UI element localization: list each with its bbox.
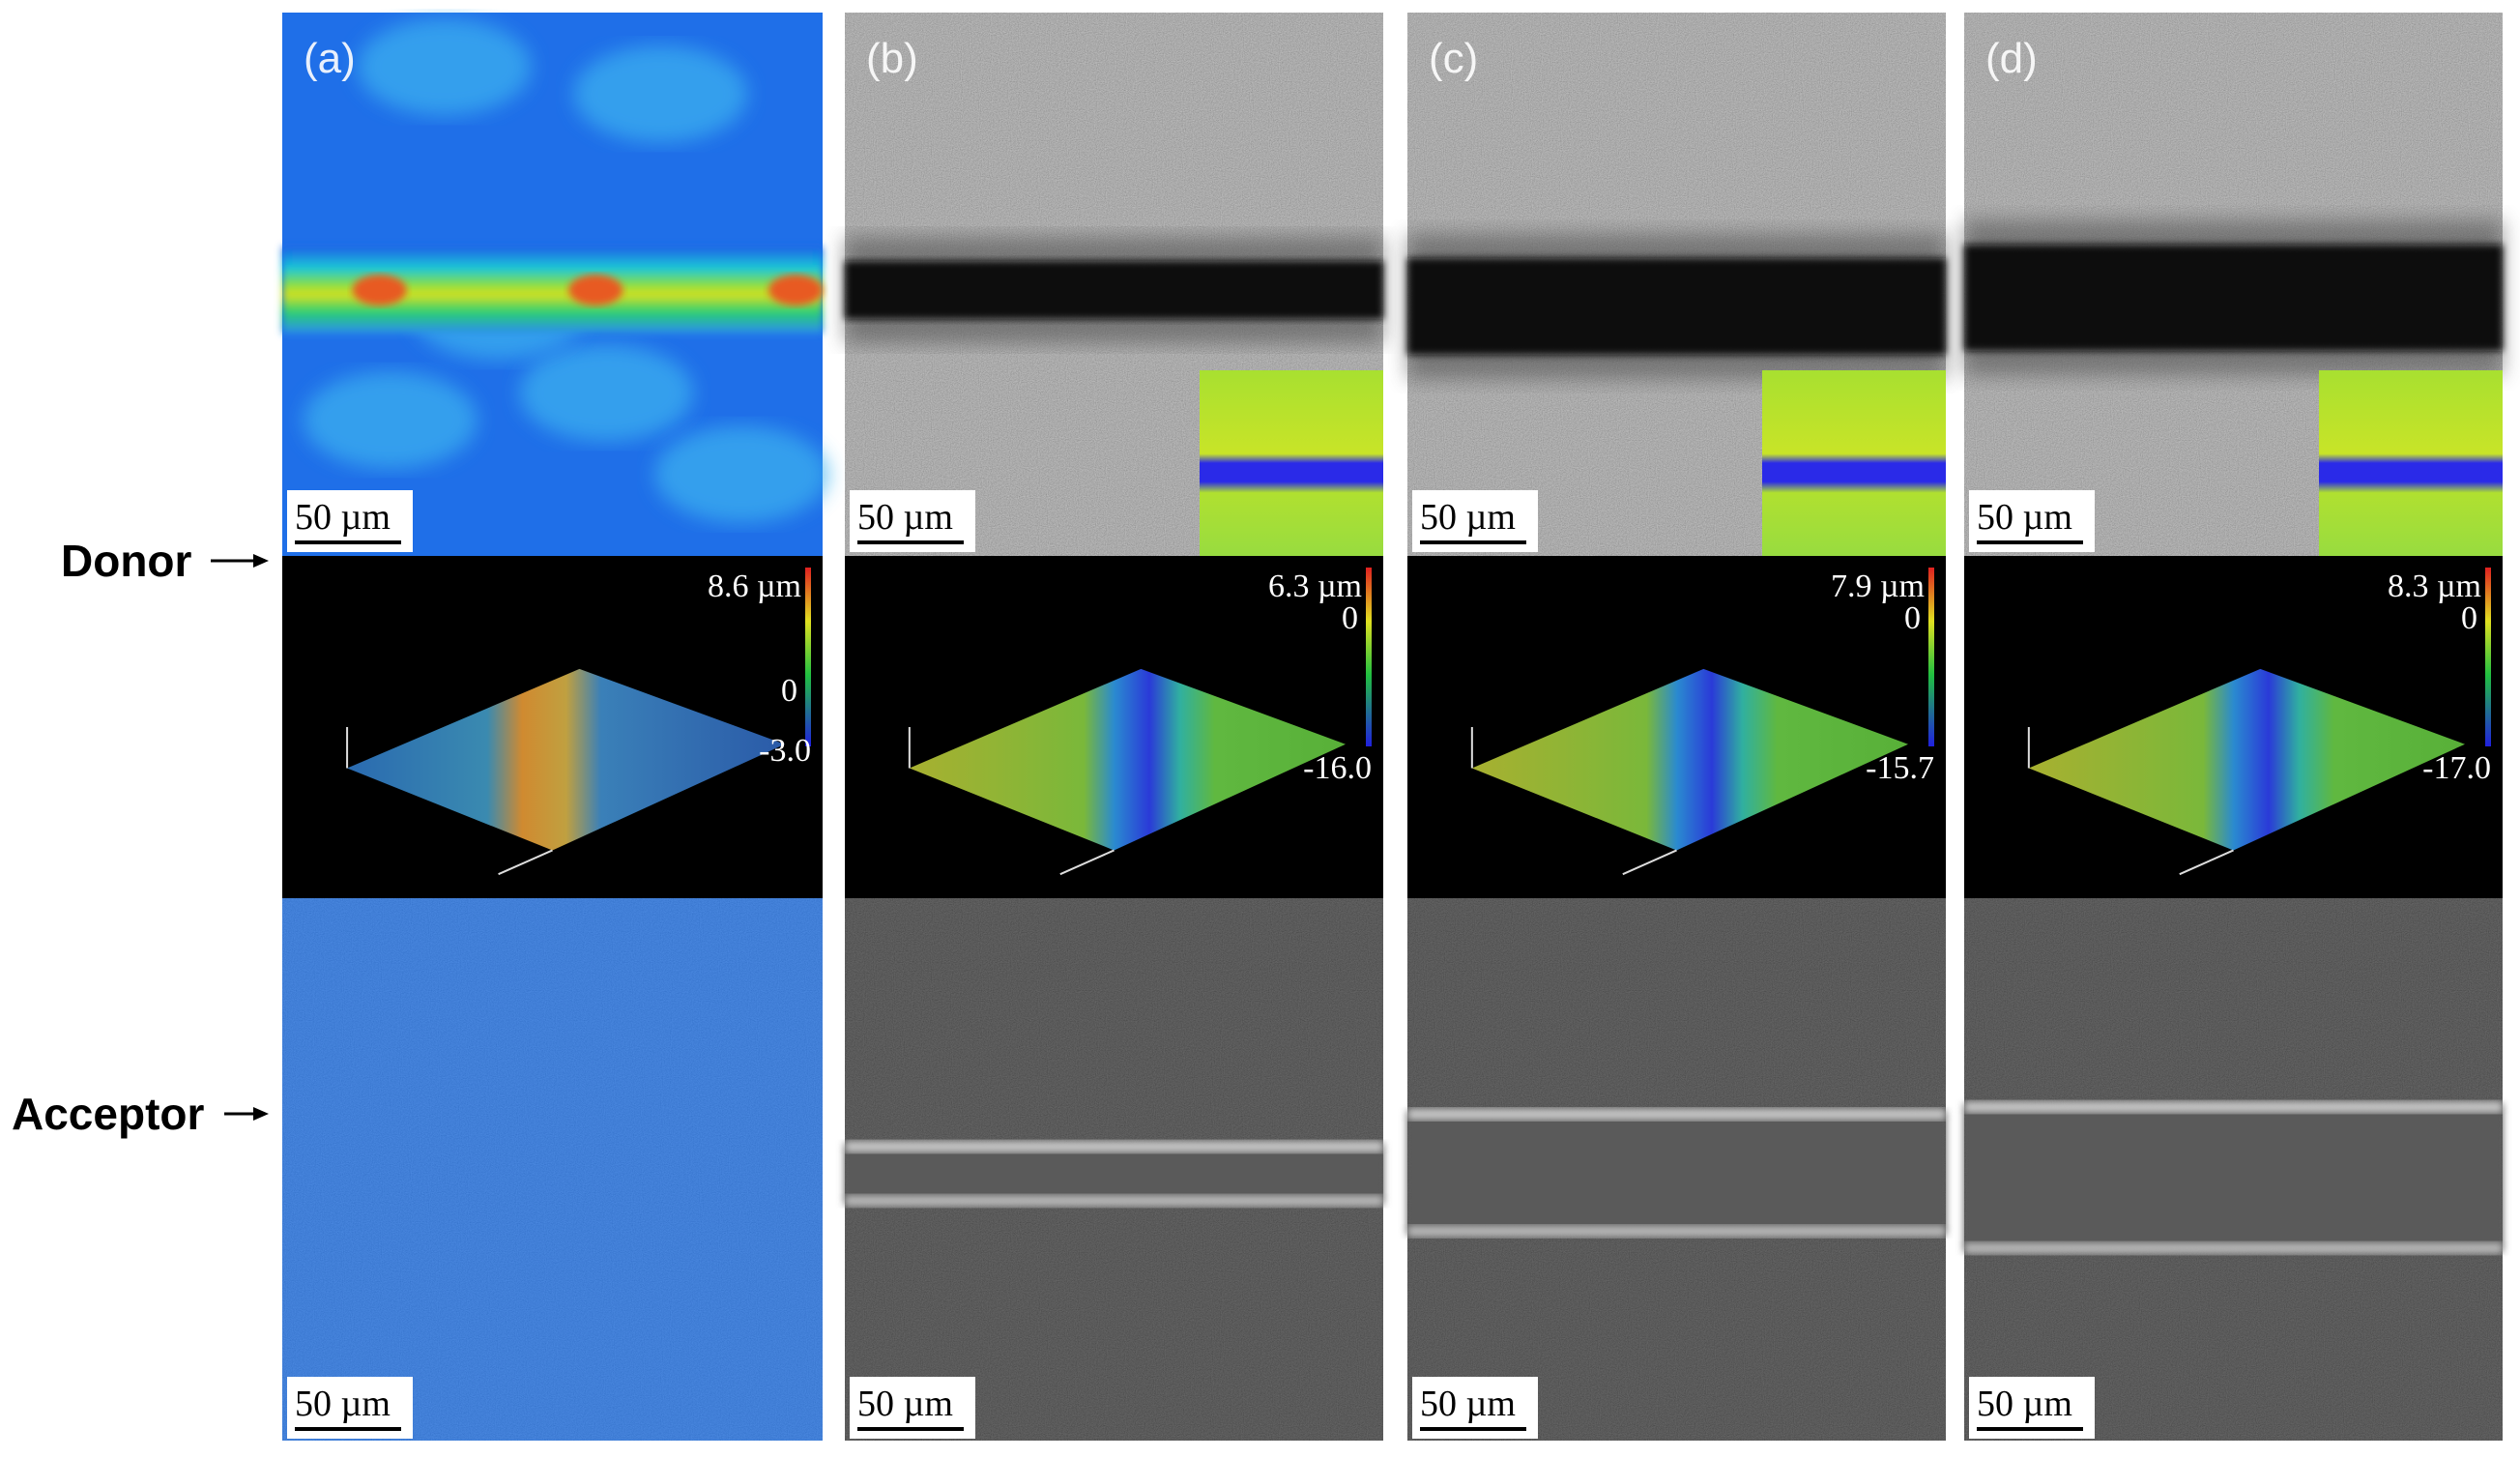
colorbar-zero: 0 (1342, 600, 1358, 636)
bottom-image: 50 µm (282, 898, 823, 1441)
profile-3d: 7.9 µm0 -15.7 (1407, 556, 1946, 898)
deposit-edge (1964, 1242, 2503, 1254)
blob (654, 425, 829, 523)
band (1964, 245, 2503, 351)
hot-spot (768, 275, 824, 306)
surface (2028, 668, 2466, 851)
profile-3d: 6.3 µm0 -16.0 (845, 556, 1383, 898)
hot-spot (568, 275, 623, 306)
profile-3d: 8.6 µm 0 -3.0 (282, 556, 823, 898)
deposit-edge (1964, 1101, 2503, 1113)
blob (303, 371, 478, 469)
scale-bar-label: 50 µm (857, 1384, 953, 1424)
row-label-text: Donor (61, 536, 192, 586)
blob (519, 344, 694, 442)
colorbar-max: 7.9 µm (1831, 569, 1925, 604)
panel-label: (b) (866, 35, 918, 82)
panel-column: (a) 50 µm 8.6 µm 0 -3.0 50 µm (282, 13, 829, 1441)
height-map-inset (1200, 370, 1383, 556)
height-map-inset (2319, 370, 2503, 556)
colorbar-zero: 0 (781, 673, 797, 709)
scale-bar-label: 50 µm (295, 1384, 391, 1424)
scale-bar-label: 50 µm (295, 497, 391, 538)
deposit-edge (1407, 1225, 1946, 1238)
height-map-inset (1762, 370, 1946, 556)
colorbar (2485, 568, 2491, 746)
scale-bar-label: 50 µm (1420, 497, 1516, 538)
colorbar (1366, 568, 1372, 746)
blob (357, 18, 532, 116)
colorbar-zero: 0 (2461, 600, 2477, 636)
deposit-band (845, 1145, 1383, 1203)
panel-label: (a) (304, 35, 356, 82)
deposit-edge (845, 1141, 1383, 1152)
panel-column: (c) 50 µm 7.9 µm0 -15.7 50 µm (1407, 13, 1946, 1441)
colorbar-min: -3.0 (759, 733, 811, 769)
colorbar-zero: 0 (1904, 600, 1921, 636)
colorbar-max: 6.3 µm (1268, 569, 1362, 604)
row-label: Donor (61, 536, 269, 586)
scale-bar-label: 50 µm (1420, 1384, 1516, 1424)
band (1407, 258, 1946, 355)
grain (282, 898, 823, 1441)
bottom-image: 50 µm (845, 898, 1383, 1441)
panel-label: (c) (1429, 35, 1478, 82)
top-image: (d) 50 µm (1964, 13, 2503, 556)
panel-column: (b) 50 µm 6.3 µm0 -16.0 50 µm (845, 13, 1383, 1441)
deposit-band (1407, 1112, 1946, 1234)
colorbar-min: -15.7 (1866, 750, 1934, 786)
row-label: Acceptor (12, 1089, 269, 1139)
profile-3d: 8.3 µm0 -17.0 (1964, 556, 2503, 898)
axis (498, 849, 553, 876)
bottom-image: 50 µm (1964, 898, 2503, 1441)
colorbar-max: 8.3 µm (2388, 569, 2481, 604)
arrow-head (253, 1107, 269, 1121)
colorbar (805, 568, 811, 746)
surface (347, 668, 785, 851)
panel-column: (d) 50 µm 8.3 µm0 -17.0 50 µm (1964, 13, 2503, 1441)
bottom-image: 50 µm (1407, 898, 1946, 1441)
scale-bar-label: 50 µm (1977, 497, 2072, 538)
panel-label: (d) (1985, 35, 2038, 82)
deposit-edge (845, 1195, 1383, 1207)
scale-bar-label: 50 µm (1977, 1384, 2072, 1424)
scale-bar-label: 50 µm (857, 497, 953, 538)
top-image: (a) 50 µm (282, 13, 829, 556)
deposit-edge (1407, 1108, 1946, 1121)
top-image: (c) 50 µm (1407, 13, 1946, 556)
colorbar-min: -16.0 (1303, 750, 1372, 786)
surface (909, 668, 1347, 851)
axis (1622, 849, 1677, 876)
blob (573, 45, 748, 143)
surface (1471, 668, 1909, 851)
colorbar-max: 8.6 µm (708, 569, 801, 604)
deposit-band (1964, 1105, 2503, 1250)
top-image: (b) 50 µm (845, 13, 1383, 556)
arrow-head (253, 554, 269, 568)
axis (1059, 849, 1115, 876)
axis (2179, 849, 2234, 876)
band (845, 261, 1383, 319)
row-label-text: Acceptor (12, 1089, 204, 1139)
hot-spot (352, 275, 407, 306)
colorbar-min: -17.0 (2422, 750, 2491, 786)
colorbar (1928, 568, 1934, 746)
